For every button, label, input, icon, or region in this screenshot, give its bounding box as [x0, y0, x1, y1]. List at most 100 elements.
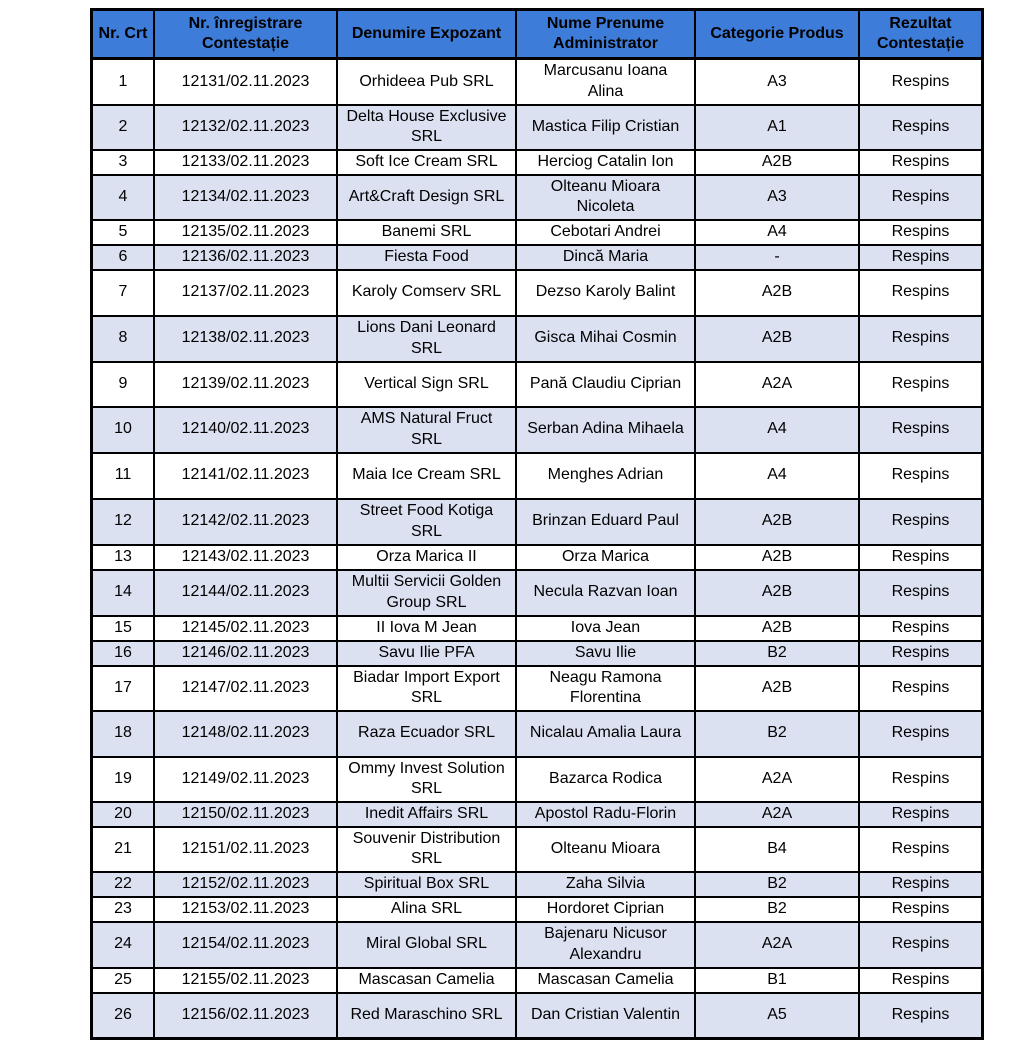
table-row: 25 12155/02.11.2023 Mascasan Camelia Mascas…: [90, 966, 984, 994]
cell-rezultat-contestatie: Respins: [858, 991, 984, 1040]
cell-categorie-produs: A2B: [694, 148, 860, 176]
cell-nr-inregistrare: 12147/02.11.2023: [153, 664, 338, 712]
cell-denumire-expozant: Soft Ice Cream SRL: [336, 148, 517, 176]
table-row: 26 12156/02.11.2023 Red Maraschino SRL Dan …: [90, 991, 984, 1040]
cell-denumire-expozant: Raza Ecuador SRL: [336, 709, 517, 758]
column-header-nr-inregistrare: Nr. înregistrare Contestație: [153, 8, 338, 60]
cell-nr-crt: 9: [90, 360, 155, 408]
cell-nr-inregistrare: 12145/02.11.2023: [153, 614, 338, 642]
cell-nume-administrator: Savu Ilie: [515, 639, 696, 667]
table-row: 17 12147/02.11.2023 Biadar Import Export S…: [90, 664, 984, 712]
cell-nr-inregistrare: 12139/02.11.2023: [153, 360, 338, 408]
cell-rezultat-contestatie: Respins: [858, 405, 984, 454]
cell-rezultat-contestatie: Respins: [858, 755, 984, 803]
cell-nume-administrator: Olteanu Mioara: [515, 825, 696, 873]
cell-rezultat-contestatie: Respins: [858, 895, 984, 923]
cell-rezultat-contestatie: Respins: [858, 870, 984, 898]
cell-nr-crt: 17: [90, 664, 155, 712]
cell-categorie-produs: -: [694, 243, 860, 271]
cell-categorie-produs: A2A: [694, 800, 860, 828]
table-row: 13 12143/02.11.2023 Orza Marica II Orza Mar…: [90, 543, 984, 571]
cell-nr-crt: 16: [90, 639, 155, 667]
column-header-categorie-produs: Categorie Produs: [694, 8, 860, 60]
cell-nr-inregistrare: 12155/02.11.2023: [153, 966, 338, 994]
cell-nume-administrator: Dincă Maria: [515, 243, 696, 271]
cell-nr-crt: 20: [90, 800, 155, 828]
cell-rezultat-contestatie: Respins: [858, 451, 984, 500]
cell-denumire-expozant: Vertical Sign SRL: [336, 360, 517, 408]
cell-nume-administrator: Bazarca Rodica: [515, 755, 696, 803]
cell-categorie-produs: A2A: [694, 920, 860, 969]
cell-rezultat-contestatie: Respins: [858, 966, 984, 994]
table-row: 8 12138/02.11.2023 Lions Dani Leonard SRL G…: [90, 314, 984, 363]
table-row: 16 12146/02.11.2023 Savu Ilie PFA Savu Ilie…: [90, 639, 984, 667]
column-header-denumire-expozant: Denumire Expozant: [336, 8, 517, 60]
cell-nume-administrator: Gisca Mihai Cosmin: [515, 314, 696, 363]
cell-nr-inregistrare: 12142/02.11.2023: [153, 497, 338, 546]
cell-nume-administrator: Mascasan Camelia: [515, 966, 696, 994]
cell-categorie-produs: A2B: [694, 268, 860, 317]
cell-rezultat-contestatie: Respins: [858, 57, 984, 106]
cell-denumire-expozant: Miral Global SRL: [336, 920, 517, 969]
cell-nr-crt: 2: [90, 103, 155, 151]
cell-nume-administrator: Orza Marica: [515, 543, 696, 571]
cell-categorie-produs: A3: [694, 173, 860, 221]
cell-nr-inregistrare: 12144/02.11.2023: [153, 568, 338, 617]
cell-nume-administrator: Necula Razvan Ioan: [515, 568, 696, 617]
cell-nume-administrator: Hordoret Ciprian: [515, 895, 696, 923]
cell-nr-crt: 18: [90, 709, 155, 758]
cell-denumire-expozant: II Iova M Jean: [336, 614, 517, 642]
cell-nume-administrator: Apostol Radu-Florin: [515, 800, 696, 828]
cell-denumire-expozant: Ommy Invest Solution SRL: [336, 755, 517, 803]
cell-nr-crt: 3: [90, 148, 155, 176]
table-row: 18 12148/02.11.2023 Raza Ecuador SRL Nicala…: [90, 709, 984, 758]
table-row: 5 12135/02.11.2023 Banemi SRL Cebotari Andr…: [90, 218, 984, 246]
table-row: 20 12150/02.11.2023 Inedit Affairs SRL Apos…: [90, 800, 984, 828]
cell-rezultat-contestatie: Respins: [858, 218, 984, 246]
table-row: 15 12145/02.11.2023 II Iova M Jean Iova Jea…: [90, 614, 984, 642]
cell-nume-administrator: Pană Claudiu Ciprian: [515, 360, 696, 408]
cell-nr-inregistrare: 12153/02.11.2023: [153, 895, 338, 923]
cell-nume-administrator: Iova Jean: [515, 614, 696, 642]
cell-nr-inregistrare: 12143/02.11.2023: [153, 543, 338, 571]
cell-nume-administrator: Menghes Adrian: [515, 451, 696, 500]
cell-categorie-produs: A2B: [694, 543, 860, 571]
cell-categorie-produs: A4: [694, 218, 860, 246]
cell-nr-inregistrare: 12138/02.11.2023: [153, 314, 338, 363]
cell-denumire-expozant: Delta House Exclusive SRL: [336, 103, 517, 151]
cell-nr-inregistrare: 12152/02.11.2023: [153, 870, 338, 898]
table-row: 12 12142/02.11.2023 Street Food Kotiga SRL…: [90, 497, 984, 546]
cell-categorie-produs: B2: [694, 895, 860, 923]
table-row: 9 12139/02.11.2023 Vertical Sign SRL Pană C…: [90, 360, 984, 408]
column-header-nume-administrator: Nume Prenume Administrator: [515, 8, 696, 60]
cell-nr-inregistrare: 12137/02.11.2023: [153, 268, 338, 317]
table-row: 7 12137/02.11.2023 Karoly Comserv SRL Dezso…: [90, 268, 984, 317]
table-row: 10 12140/02.11.2023 AMS Natural Fruct SRL S…: [90, 405, 984, 454]
cell-denumire-expozant: Multii Servicii Golden Group SRL: [336, 568, 517, 617]
cell-nr-crt: 19: [90, 755, 155, 803]
table-row: 1 12131/02.11.2023 Orhideea Pub SRL Marcusa…: [90, 57, 984, 106]
table-row: 23 12153/02.11.2023 Alina SRL Hordoret Cipr…: [90, 895, 984, 923]
cell-denumire-expozant: Spiritual Box SRL: [336, 870, 517, 898]
table-row: 6 12136/02.11.2023 Fiesta Food Dincă Maria -…: [90, 243, 984, 271]
cell-denumire-expozant: Banemi SRL: [336, 218, 517, 246]
cell-categorie-produs: A2B: [694, 664, 860, 712]
cell-categorie-produs: B2: [694, 709, 860, 758]
table-row: 14 12144/02.11.2023 Multii Servicii Golden…: [90, 568, 984, 617]
cell-denumire-expozant: Mascasan Camelia: [336, 966, 517, 994]
cell-rezultat-contestatie: Respins: [858, 568, 984, 617]
cell-rezultat-contestatie: Respins: [858, 268, 984, 317]
cell-categorie-produs: A2A: [694, 755, 860, 803]
cell-denumire-expozant: Souvenir Distribution SRL: [336, 825, 517, 873]
cell-nr-inregistrare: 12149/02.11.2023: [153, 755, 338, 803]
table-row: 3 12133/02.11.2023 Soft Ice Cream SRL Herci…: [90, 148, 984, 176]
cell-denumire-expozant: Fiesta Food: [336, 243, 517, 271]
cell-rezultat-contestatie: Respins: [858, 543, 984, 571]
cell-nr-crt: 14: [90, 568, 155, 617]
cell-nr-inregistrare: 12141/02.11.2023: [153, 451, 338, 500]
table-row: 22 12152/02.11.2023 Spiritual Box SRL Zaha …: [90, 870, 984, 898]
table-row: 19 12149/02.11.2023 Ommy Invest Solution S…: [90, 755, 984, 803]
cell-denumire-expozant: Lions Dani Leonard SRL: [336, 314, 517, 363]
cell-categorie-produs: A5: [694, 991, 860, 1040]
cell-nr-inregistrare: 12140/02.11.2023: [153, 405, 338, 454]
